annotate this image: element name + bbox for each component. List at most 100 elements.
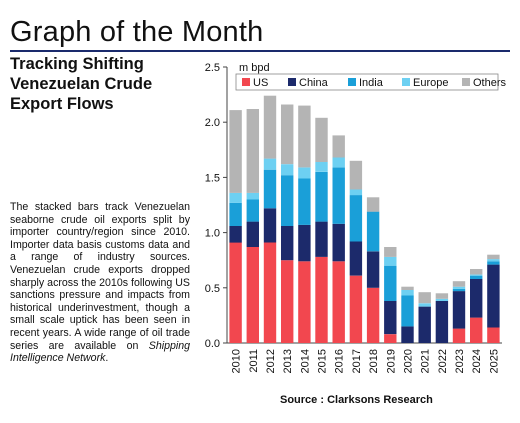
legend-swatch-china bbox=[288, 78, 296, 86]
x-tick-label: 2016 bbox=[334, 349, 346, 373]
bar-others-2019 bbox=[384, 247, 397, 257]
x-tick-label: 2020 bbox=[402, 349, 414, 373]
bar-europe-2025 bbox=[487, 259, 500, 262]
chart-subtitle: Tracking Shifting Venezuelan Crude Expor… bbox=[10, 54, 195, 114]
source-note: Source : Clarksons Research bbox=[280, 394, 433, 406]
legend-swatch-india bbox=[348, 78, 356, 86]
x-tick-label: 2010 bbox=[231, 349, 243, 373]
bar-china-2020 bbox=[401, 326, 414, 343]
bar-india-2018 bbox=[366, 211, 380, 252]
bar-others-2017 bbox=[349, 160, 363, 190]
bar-china-2025 bbox=[487, 264, 500, 328]
bar-others-2023 bbox=[452, 281, 466, 287]
bar-india-2024 bbox=[470, 275, 483, 279]
bar-us-2017 bbox=[349, 275, 363, 343]
bar-us-2015 bbox=[315, 256, 328, 343]
page-title: Graph of the Month bbox=[10, 16, 264, 48]
x-tick-label: 2012 bbox=[265, 349, 277, 373]
bar-india-2023 bbox=[452, 288, 466, 292]
legend-label-india: India bbox=[359, 77, 384, 89]
bar-us-2014 bbox=[298, 261, 311, 343]
x-tick-label: 2014 bbox=[299, 349, 311, 373]
description-text: The stacked bars track Venezuelan seabor… bbox=[10, 201, 190, 352]
x-tick-label: 2011 bbox=[248, 349, 260, 373]
bar-india-2011 bbox=[246, 199, 259, 222]
bar-india-2014 bbox=[298, 178, 311, 225]
bar-china-2018 bbox=[366, 251, 380, 288]
bar-others-2024 bbox=[470, 269, 483, 275]
bar-us-2010 bbox=[229, 242, 242, 343]
bar-us-2023 bbox=[452, 328, 466, 343]
bar-europe-2014 bbox=[298, 167, 311, 179]
subtitle-line-1: Tracking Shifting bbox=[10, 55, 144, 73]
bar-europe-2020 bbox=[401, 290, 414, 296]
bar-china-2016 bbox=[332, 223, 345, 262]
subtitle-line-2: Venezuelan Crude bbox=[10, 75, 153, 93]
bar-us-2016 bbox=[332, 261, 345, 343]
bar-europe-2017 bbox=[349, 189, 363, 195]
bar-us-2018 bbox=[366, 287, 380, 343]
bar-india-2016 bbox=[332, 167, 345, 224]
x-tick-label: 2015 bbox=[317, 349, 329, 373]
bar-europe-2011 bbox=[246, 192, 259, 200]
bar-europe-2016 bbox=[332, 157, 345, 168]
bar-china-2010 bbox=[229, 226, 242, 243]
bar-us-2011 bbox=[246, 247, 259, 343]
bar-europe-2022 bbox=[435, 298, 449, 301]
legend-swatch-us bbox=[242, 78, 250, 86]
bar-china-2013 bbox=[281, 226, 294, 261]
bar-china-2023 bbox=[452, 291, 466, 329]
bar-europe-2019 bbox=[384, 256, 397, 266]
x-tick-label: 2023 bbox=[454, 349, 466, 373]
y-tick-label: 0.5 bbox=[205, 283, 220, 295]
y-tick-label: 0.0 bbox=[205, 338, 220, 350]
x-tick-label: 2017 bbox=[351, 349, 363, 373]
description-paragraph: The stacked bars track Venezuelan seabor… bbox=[10, 201, 190, 365]
bar-others-2021 bbox=[418, 292, 431, 304]
shipping-intelligence-network-text: Shipping Intelligence Network bbox=[10, 339, 190, 365]
bar-europe-2024 bbox=[470, 274, 483, 276]
y-tick-label: 1.0 bbox=[205, 228, 220, 240]
x-tick-label: 2025 bbox=[488, 349, 500, 373]
legend-box bbox=[235, 73, 499, 91]
bar-others-2025 bbox=[487, 254, 500, 260]
bar-us-2012 bbox=[263, 242, 277, 343]
bar-india-2010 bbox=[229, 202, 242, 226]
bar-europe-2015 bbox=[315, 161, 328, 172]
legend-label-others: Others bbox=[473, 77, 507, 89]
y-tick-label: 2.5 bbox=[205, 62, 220, 74]
bar-china-2012 bbox=[263, 208, 277, 243]
bar-others-2010 bbox=[229, 110, 242, 193]
legend-label-china: China bbox=[299, 77, 329, 89]
bar-china-2011 bbox=[246, 221, 259, 247]
bar-us-2024 bbox=[470, 317, 483, 343]
bar-europe-2021 bbox=[418, 303, 431, 307]
bar-china-2021 bbox=[418, 306, 431, 343]
bar-india-2017 bbox=[349, 195, 363, 242]
title-divider bbox=[10, 50, 510, 52]
bar-others-2020 bbox=[401, 286, 414, 290]
bar-europe-2013 bbox=[281, 164, 294, 176]
bar-us-2013 bbox=[281, 260, 294, 343]
x-tick-label: 2019 bbox=[385, 349, 397, 373]
bar-europe-2012 bbox=[263, 158, 277, 170]
y-tick-label: 1.5 bbox=[205, 172, 220, 184]
bar-china-2019 bbox=[384, 301, 397, 335]
y-tick-label: 2.0 bbox=[205, 117, 220, 129]
x-tick-label: 2013 bbox=[282, 349, 294, 373]
bar-china-2024 bbox=[470, 279, 483, 318]
bar-others-2011 bbox=[246, 109, 259, 193]
legend-swatch-europe bbox=[402, 78, 410, 86]
subtitle-line-3: Export Flows bbox=[10, 95, 114, 113]
x-tick-label: 2022 bbox=[437, 349, 449, 373]
x-tick-label: 2021 bbox=[420, 349, 432, 373]
bar-china-2022 bbox=[435, 301, 449, 343]
bar-others-2013 bbox=[281, 104, 294, 165]
x-tick-label: 2024 bbox=[471, 349, 483, 373]
bar-europe-2010 bbox=[229, 192, 242, 203]
y-axis-label: m bpd bbox=[239, 62, 270, 74]
legend-label-us: US bbox=[253, 77, 268, 89]
bar-china-2015 bbox=[315, 221, 328, 257]
legend-swatch-others bbox=[462, 78, 470, 86]
